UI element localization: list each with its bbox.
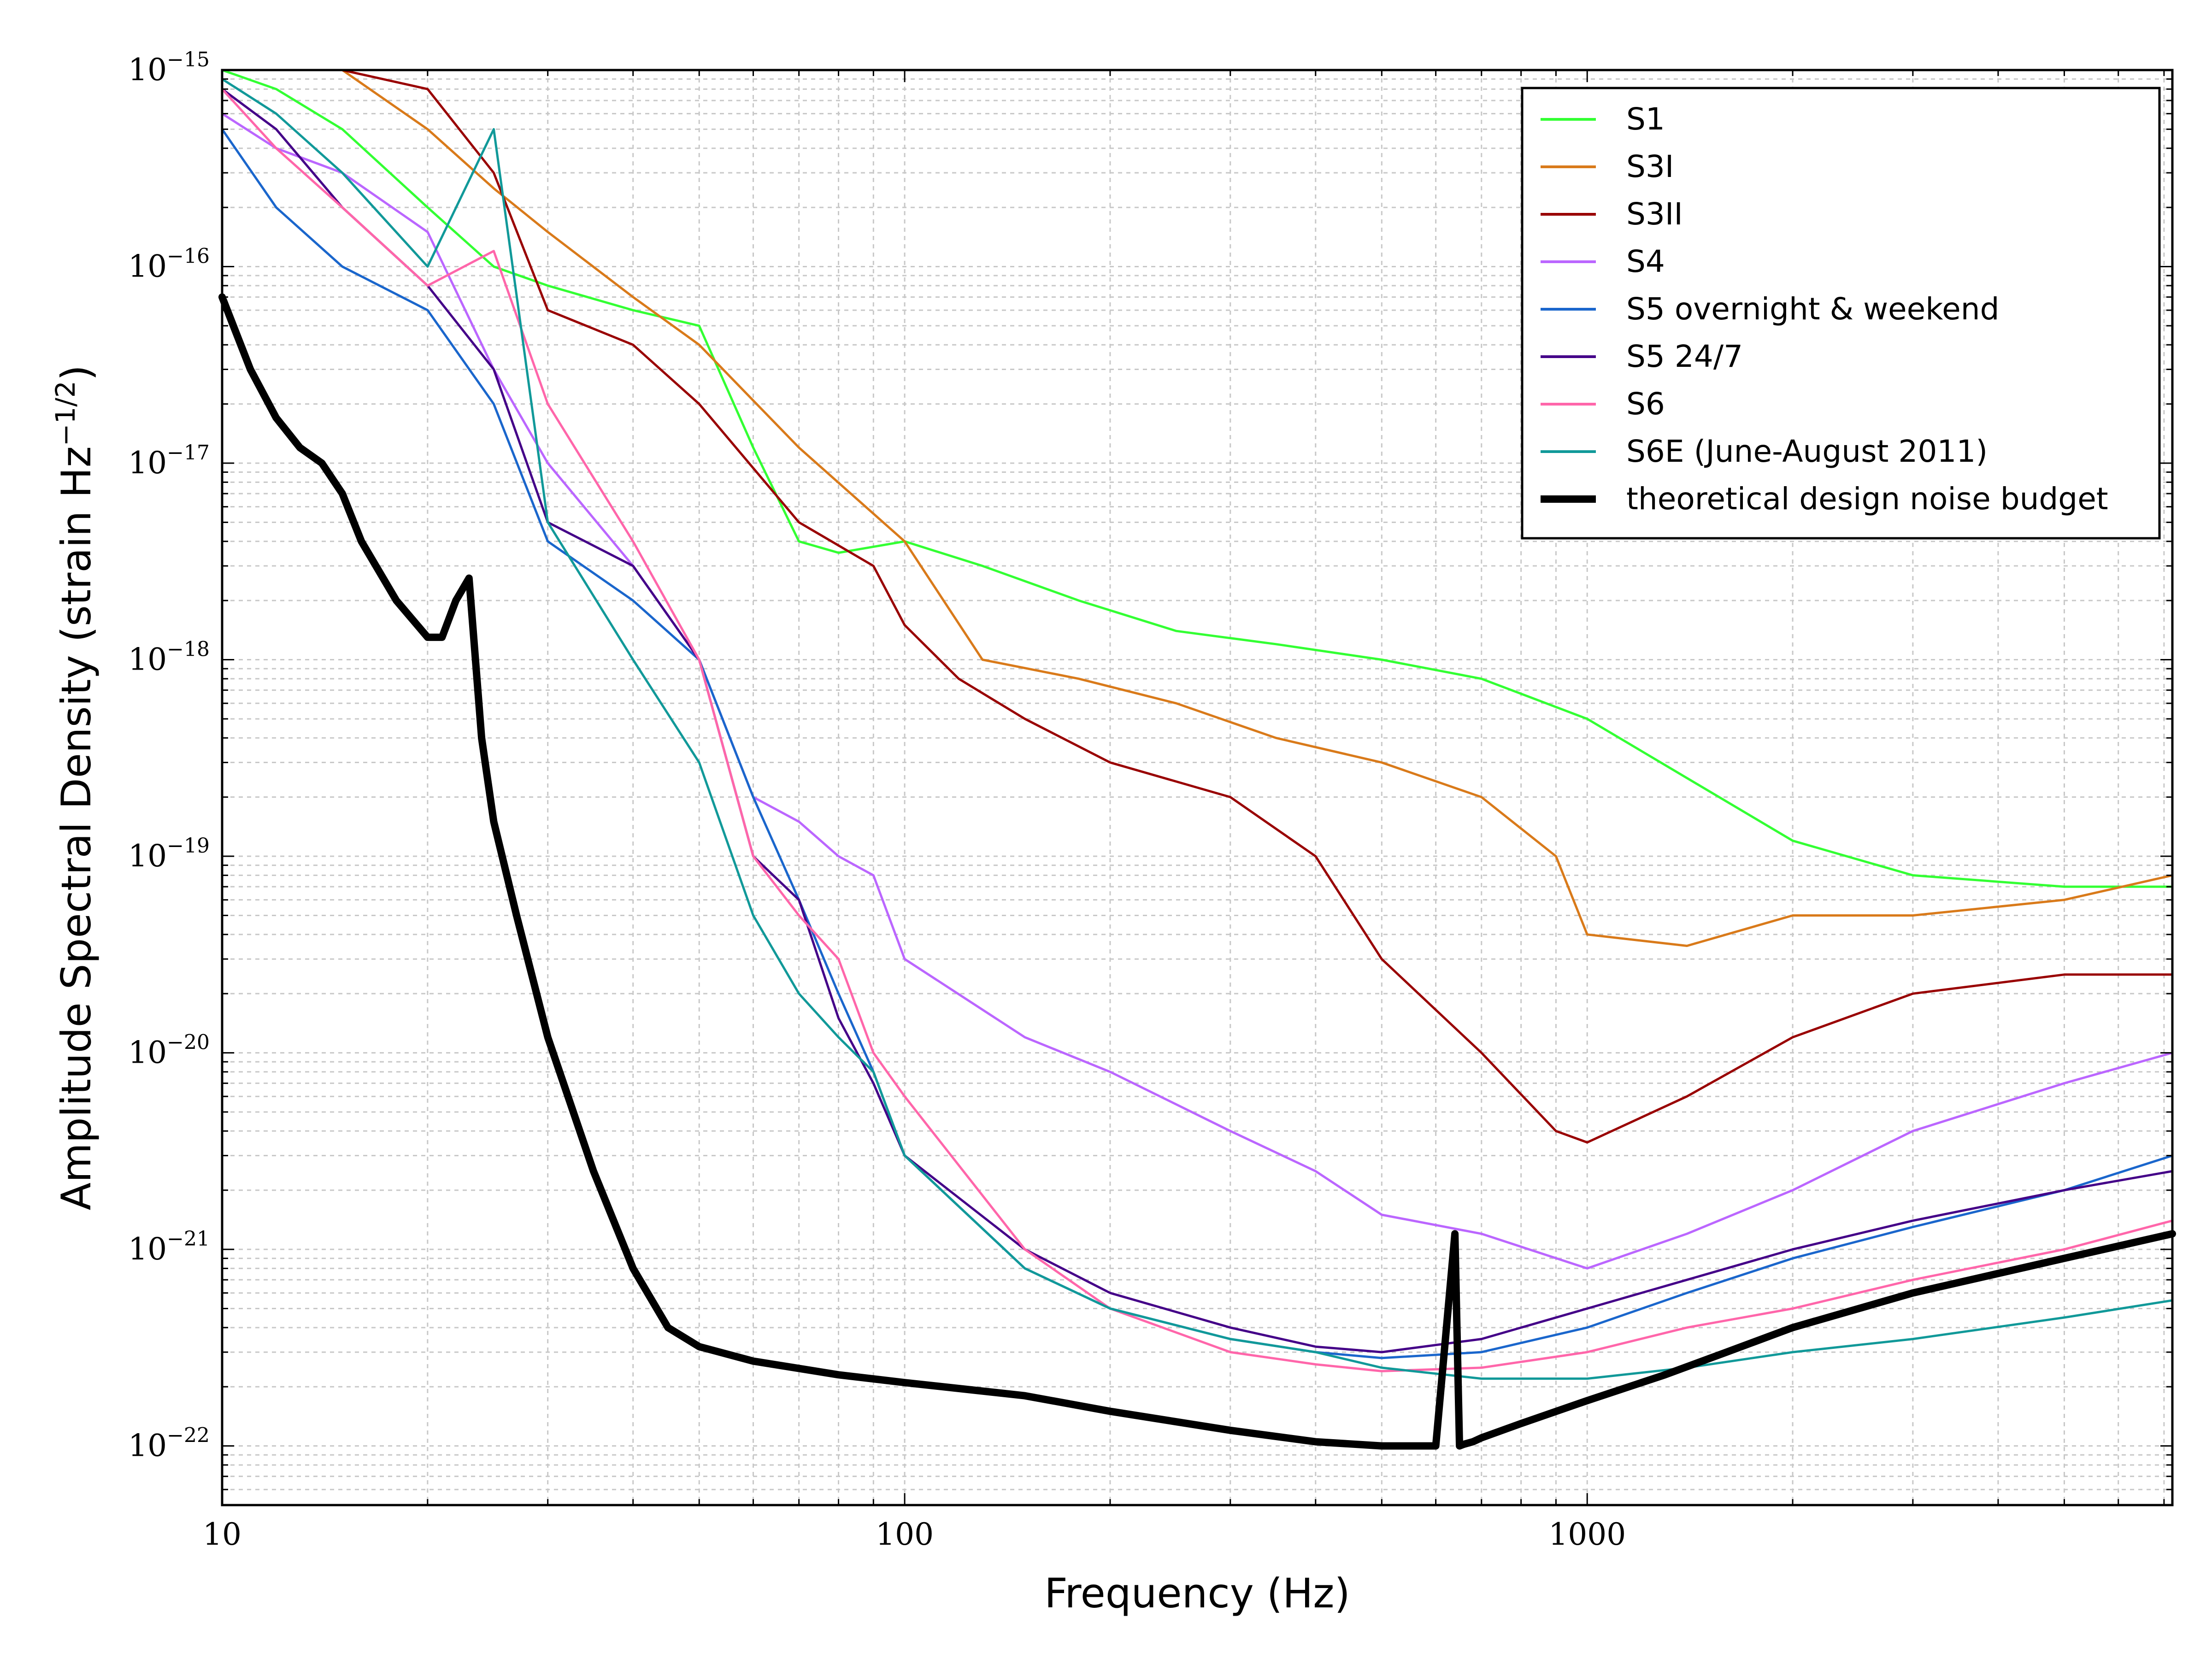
y-tick-label-base: 10 [128, 1231, 167, 1267]
legend: S1 S3I S3II S4 S5 overnight & weekend S5 24/7… [1521, 87, 2161, 540]
tick-labels: 10 100 100010−1510−1610−1710−1810−1910−201… [128, 48, 1626, 1552]
y-tick-label: 10−16 [128, 245, 210, 284]
y-tick-label-exponent: −17 [167, 441, 210, 465]
x-axis-title: Frequency (Hz) [1044, 1570, 1350, 1617]
y-axis-title: Amplitude Spectral Density (strain Hz−1/… [50, 365, 100, 1210]
y-tick-label-base: 10 [128, 838, 167, 874]
legend-label: S1 [1626, 101, 1665, 137]
series-lines [218, 69, 2176, 1450]
series-line-2 [221, 69, 2174, 1144]
y-axis-title-exponent: −1/2 [50, 381, 81, 446]
series-line-6 [221, 88, 2174, 1372]
series-line-1 [221, 69, 2174, 947]
y-tick-label-base: 10 [128, 52, 167, 88]
y-tick-label: 10−20 [128, 1031, 210, 1071]
x-tick-label: 10 [203, 1517, 241, 1552]
x-tick-label: 1000 [1548, 1517, 1626, 1552]
y-tick-label-base: 10 [128, 249, 167, 284]
legend-label: theoretical design noise budget [1626, 481, 2108, 517]
y-axis-title-main: Amplitude Spectral Density (strain Hz [53, 446, 100, 1210]
y-tick-label: 10−22 [128, 1424, 210, 1464]
y-tick-label-exponent: −16 [167, 245, 210, 268]
legend-label: S5 24/7 [1626, 339, 1743, 374]
y-tick-label-exponent: −18 [167, 638, 210, 661]
y-tick-label: 10−19 [128, 834, 210, 874]
y-tick-label-exponent: −22 [167, 1424, 210, 1447]
series-line-8 [218, 293, 2176, 1450]
y-tick-label-base: 10 [128, 1428, 167, 1464]
x-tick-label: 100 [876, 1517, 934, 1552]
y-tick-label-exponent: −21 [167, 1227, 210, 1251]
legend-box [1521, 87, 2161, 540]
y-axis-title-close: ) [53, 365, 100, 381]
plot-frame [221, 69, 2174, 1506]
y-tick-label-base: 10 [128, 642, 167, 677]
y-tick-label: 10−21 [128, 1227, 210, 1267]
legend-label: S6E (June-August 2011) [1626, 434, 1988, 469]
y-tick-label-exponent: −19 [167, 834, 210, 858]
y-tick-label-base: 10 [128, 445, 167, 481]
y-tick-label-exponent: −15 [167, 48, 210, 71]
legend-label: S6 [1626, 386, 1665, 422]
y-tick-label: 10−17 [128, 441, 210, 481]
legend-label: S5 overnight & weekend [1626, 291, 1999, 327]
y-tick-label: 10−15 [128, 48, 210, 88]
legend-label: S4 [1626, 244, 1665, 279]
y-tick-label: 10−18 [128, 638, 210, 677]
legend-label: S3I [1626, 149, 1674, 184]
legend-label: S3II [1626, 196, 1683, 232]
y-tick-label-exponent: −20 [167, 1031, 210, 1054]
y-tick-label-base: 10 [128, 1035, 167, 1071]
